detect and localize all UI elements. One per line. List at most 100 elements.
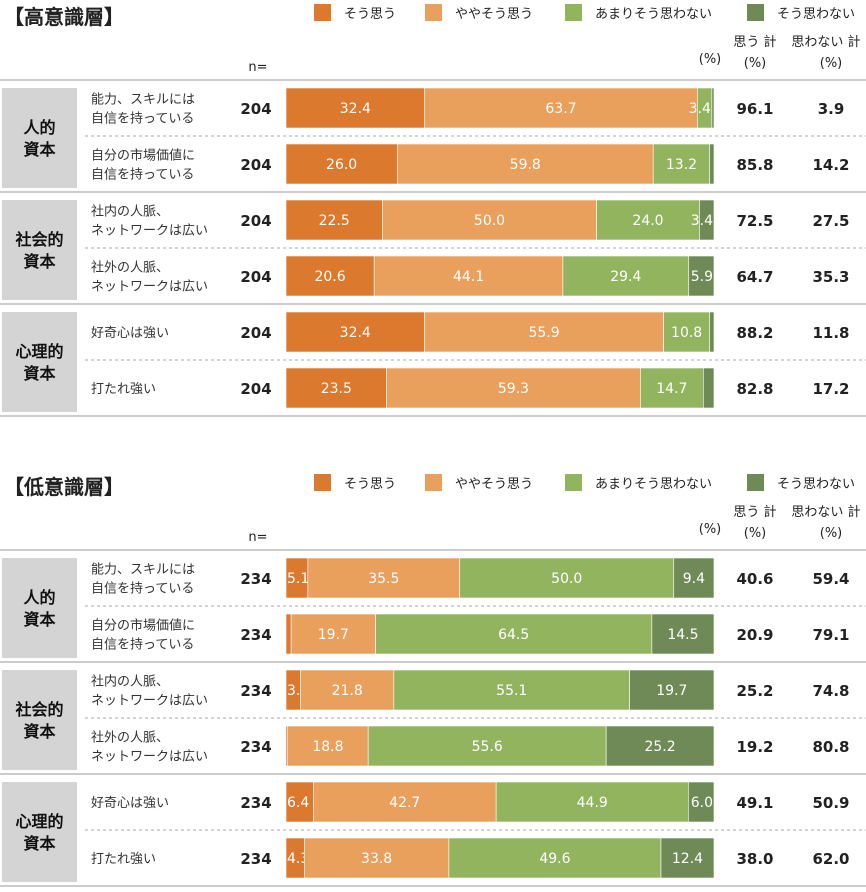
bar-segment-4 [673, 557, 715, 599]
legend-label-4: そう思わない [777, 7, 855, 22]
agree-total-value: 96.1 [736, 100, 773, 118]
n-value: 204 [240, 324, 271, 342]
bar-segment-4 [660, 837, 715, 879]
data-label: 13.2 [666, 157, 697, 173]
agree-total-unit: (%) [744, 526, 767, 541]
data-label: 23.5 [321, 381, 352, 397]
agree-total-value: 19.2 [736, 738, 773, 756]
row-label: ネットワークは広い [91, 750, 208, 765]
data-label: 6.0 [691, 795, 713, 811]
group-box [2, 782, 77, 882]
n-value: 234 [240, 794, 271, 812]
legend-label-2: ややそう思う [455, 477, 533, 492]
bar-segment-1 [285, 199, 383, 241]
data-label: 3.4 [689, 101, 711, 117]
group-box [2, 312, 77, 412]
agree-total-header: 思う 計 [733, 34, 776, 50]
row-label: 自分の市場価値に [91, 148, 195, 164]
data-label: 44.1 [453, 269, 484, 285]
disagree-total-value: 50.9 [812, 794, 849, 812]
bar-segment-3 [393, 669, 630, 711]
row-label: 社外の人脈、 [91, 260, 169, 276]
group-label: 心理的 [15, 342, 63, 361]
bar-segment-1 [285, 143, 398, 185]
disagree-total-value: 80.8 [812, 738, 849, 756]
agree-total-value: 72.5 [736, 212, 773, 230]
data-label: 12.4 [672, 851, 703, 867]
disagree-total-value: 11.8 [812, 324, 849, 342]
n-value: 234 [240, 626, 271, 644]
agree-total-value: 88.2 [736, 324, 773, 342]
agree-total-value: 64.7 [736, 268, 773, 286]
n-header: n= [248, 530, 267, 545]
agree-total-value: 40.6 [736, 570, 773, 588]
bar-segment-1 [285, 613, 292, 655]
bar-segment-1 [285, 87, 425, 129]
group-label: 社会的 [14, 700, 63, 719]
group-label: 資本 [23, 610, 55, 629]
data-label: 9.4 [683, 571, 705, 587]
legend-label-3: あまりそう思わない [595, 477, 712, 492]
disagree-total-value: 35.3 [812, 268, 849, 286]
chart-title: 【低意識層】 [4, 475, 124, 499]
bar-segment-1 [285, 367, 387, 409]
row-label: 好奇心は強い [91, 795, 169, 811]
disagree-total-value: 59.4 [812, 570, 849, 588]
legend-label-2: ややそう思う [455, 7, 533, 22]
n-value: 234 [240, 682, 271, 700]
data-label: 5.9 [691, 269, 713, 285]
row-label: 社内の人脈、 [91, 674, 169, 690]
legend-label-1: そう思う [344, 477, 396, 492]
data-label: 64.5 [498, 627, 529, 643]
n-value: 204 [240, 268, 271, 286]
n-value: 204 [240, 380, 271, 398]
row-label: ネットワークは広い [91, 224, 208, 239]
disagree-total-value: 27.5 [812, 212, 849, 230]
data-label: 19.7 [318, 627, 349, 643]
group-box [2, 88, 77, 188]
group-label: 資本 [23, 140, 55, 159]
group-label: 資本 [23, 834, 55, 853]
disagree-total-unit: (%) [820, 56, 843, 71]
group-label: 資本 [23, 252, 55, 271]
data-label: 55.9 [528, 325, 559, 341]
bar-segment-2 [396, 143, 654, 185]
bar-segment-3 [652, 143, 711, 185]
row-label: 能力、スキルには [91, 93, 195, 108]
row-label: 自信を持っている [91, 582, 194, 597]
n-value: 234 [240, 570, 271, 588]
bar-segment-3 [448, 837, 662, 879]
data-label: 14.7 [656, 381, 687, 397]
disagree-total-value: 74.8 [812, 682, 849, 700]
n-value: 204 [240, 212, 271, 230]
group-label: 人的 [23, 588, 55, 607]
data-label: 3.4 [691, 213, 713, 229]
bar-segment-3 [640, 367, 704, 409]
data-label: 24.0 [632, 213, 663, 229]
data-label: 21.8 [332, 683, 363, 699]
bar-segment-4 [702, 367, 715, 409]
legend-label-1: そう思う [344, 7, 396, 22]
row-label: 打たれ強い [91, 852, 156, 867]
row-label: 自信を持っている [91, 112, 194, 127]
bar-segment-1 [285, 255, 375, 297]
n-value: 234 [240, 738, 271, 756]
legend-swatch-2 [425, 474, 442, 491]
bar-segment-4 [629, 669, 715, 711]
data-label: 25.2 [644, 739, 675, 755]
legend-label-3: あまりそう思わない [595, 7, 712, 22]
bar-segment-2 [307, 557, 461, 599]
legend-swatch-3 [565, 4, 582, 21]
agree-total-header: 思う 計 [733, 504, 776, 520]
data-label: 4.3 [287, 851, 309, 867]
data-label: 49.6 [539, 851, 570, 867]
data-label: 26.0 [326, 157, 357, 173]
data-label: 55.6 [472, 739, 503, 755]
row-label: 能力、スキルには [91, 563, 195, 578]
n-value: 204 [240, 100, 271, 118]
data-label: 42.7 [389, 795, 420, 811]
agree-total-value: 49.1 [736, 794, 773, 812]
data-label: 50.0 [474, 213, 505, 229]
agree-total-value: 82.8 [736, 380, 773, 398]
